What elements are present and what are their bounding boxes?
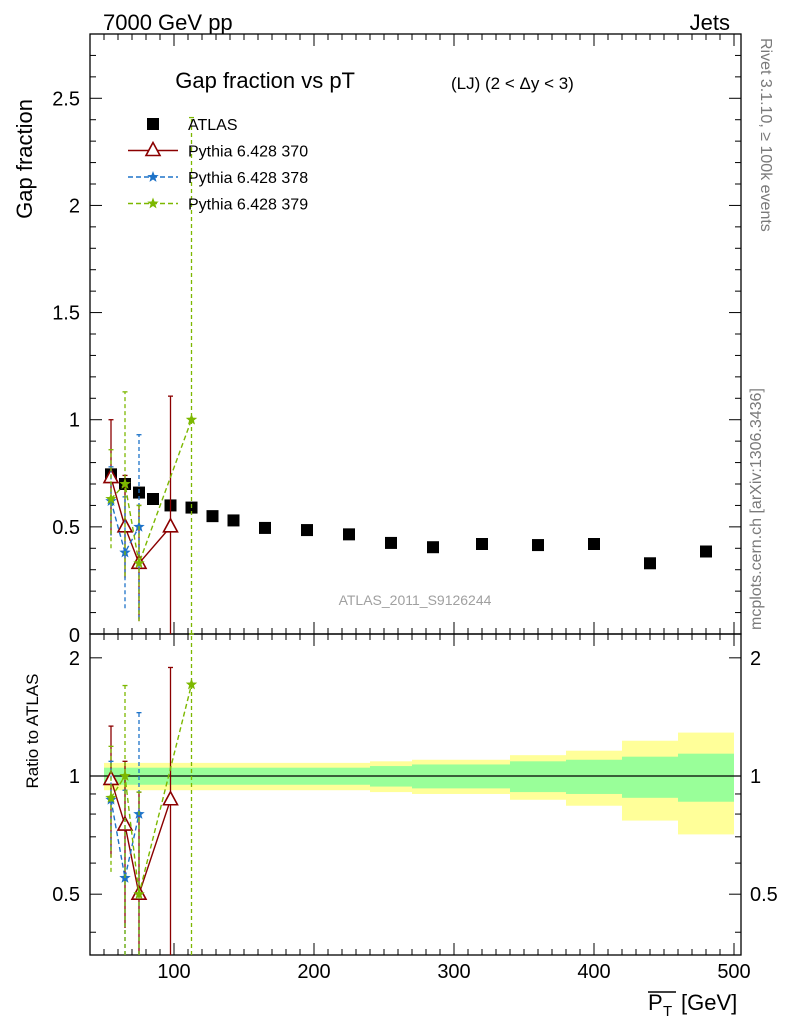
main-data-point bbox=[119, 478, 131, 489]
ratio-data-point bbox=[162, 790, 179, 806]
legend-entry-label: Pythia 6.428 378 bbox=[188, 170, 308, 187]
axis-ticks: 100 200 300 400 500 0.5 1 1.5 2 2.5 0 0.5 0.5 1 1 2 2 bbox=[52, 34, 778, 983]
main-y-tick-label: 1.5 bbox=[52, 303, 80, 325]
main-data-point bbox=[206, 510, 219, 523]
chart-title: Gap fraction vs pT bbox=[175, 68, 355, 93]
header-left-label: 7000 GeV pp bbox=[103, 10, 233, 35]
legend-entry-label: Pythia 6.428 370 bbox=[188, 144, 308, 161]
ratio-y-tick-label-right: 2 bbox=[750, 648, 761, 670]
ratio-data-point bbox=[119, 770, 131, 781]
inner-band-bin bbox=[678, 753, 734, 802]
main-y-tick-label: 2 bbox=[69, 195, 80, 217]
ratio-plot-frame bbox=[89, 633, 742, 956]
x-tick-label: 400 bbox=[577, 961, 610, 983]
main-y-axis-label: Gap fraction bbox=[12, 99, 37, 219]
ratio-y-tick-label-right: 1 bbox=[750, 766, 761, 788]
inner-band-bin bbox=[622, 756, 678, 798]
data-series bbox=[102, 116, 712, 955]
x-tick-label: 300 bbox=[437, 961, 470, 983]
rivet-version-label: Rivet 3.1.10, ≥ 100k events bbox=[757, 38, 774, 232]
x-axis-label-sub: T bbox=[663, 1003, 672, 1020]
main-y-tick-label: 2.5 bbox=[52, 88, 80, 110]
ratio-series-line bbox=[110, 799, 140, 879]
legend-entry-label: Pythia 6.428 379 bbox=[188, 197, 308, 214]
main-data-point bbox=[227, 514, 240, 527]
main-data-point bbox=[588, 538, 600, 550]
main-data-point bbox=[476, 538, 488, 550]
main-y-tick-label: 0 bbox=[69, 625, 80, 647]
analysis-id-label: ATLAS_2011_S9126244 bbox=[339, 592, 492, 608]
ratio-series-0 bbox=[102, 666, 179, 955]
ratio-data-point bbox=[105, 791, 117, 803]
main-series-0 bbox=[105, 468, 712, 570]
main-data-point bbox=[105, 493, 117, 504]
inner-band-bin bbox=[566, 759, 622, 794]
ratio-y-tick-label: 2 bbox=[69, 648, 80, 670]
main-data-point bbox=[427, 541, 439, 554]
legend: ATLAS Pythia 6.428 370 Pythia 6.428 378 Pyt… bbox=[128, 117, 308, 214]
mcplots-label: mcplots.cern.ch [arXiv:1306.3436] bbox=[748, 388, 765, 630]
x-axis-label-p: P bbox=[648, 990, 663, 1015]
main-series-line bbox=[110, 419, 193, 566]
legend-marker bbox=[147, 197, 159, 209]
main-data-point bbox=[162, 517, 179, 533]
ratio-data-point bbox=[185, 678, 198, 690]
main-data-point bbox=[385, 536, 397, 549]
main-data-point bbox=[301, 524, 313, 537]
ratio-y-tick-label-right: 0.5 bbox=[750, 884, 778, 906]
main-data-point bbox=[644, 557, 656, 570]
legend-entry-label: ATLAS bbox=[188, 117, 238, 134]
legend-marker bbox=[147, 171, 159, 182]
main-data-point bbox=[343, 528, 355, 541]
main-y-tick-label: 0.5 bbox=[52, 517, 80, 539]
legend-marker bbox=[147, 118, 159, 130]
inner-band-bin bbox=[510, 761, 566, 793]
x-tick-label: 100 bbox=[157, 961, 190, 983]
ratio-data-point bbox=[116, 815, 134, 831]
main-series-1 bbox=[102, 395, 179, 634]
main-data-point bbox=[532, 539, 544, 552]
main-data-point bbox=[133, 557, 145, 569]
main-data-point bbox=[259, 521, 271, 534]
ratio-series-line bbox=[110, 779, 172, 897]
main-data-point bbox=[185, 413, 198, 425]
ratio-series-line bbox=[110, 684, 193, 895]
main-series-3 bbox=[105, 116, 198, 634]
main-data-point bbox=[147, 493, 159, 505]
x-tick-label: 200 bbox=[297, 961, 330, 983]
ratio-y-axis-label: Ratio to ATLAS bbox=[23, 674, 42, 789]
ratio-y-tick-label: 1 bbox=[69, 766, 80, 788]
x-axis-label-unit: [GeV] bbox=[681, 990, 737, 1015]
header-right-label: Jets bbox=[690, 10, 730, 35]
main-y-tick-label: 1 bbox=[69, 410, 80, 432]
main-series-line bbox=[110, 477, 172, 565]
ratio-series-2 bbox=[105, 633, 198, 955]
ratio-y-tick-label: 0.5 bbox=[52, 884, 80, 906]
x-axis-label: P T [GeV] bbox=[648, 990, 737, 1020]
legend-marker bbox=[144, 140, 162, 157]
chart-title-suffix: (LJ) (2 < Δy < 3) bbox=[451, 74, 574, 93]
main-data-point bbox=[700, 545, 712, 558]
x-tick-label: 500 bbox=[717, 961, 750, 983]
ratio-data-point bbox=[133, 888, 145, 900]
ratio-uncertainty-bands bbox=[104, 732, 734, 835]
